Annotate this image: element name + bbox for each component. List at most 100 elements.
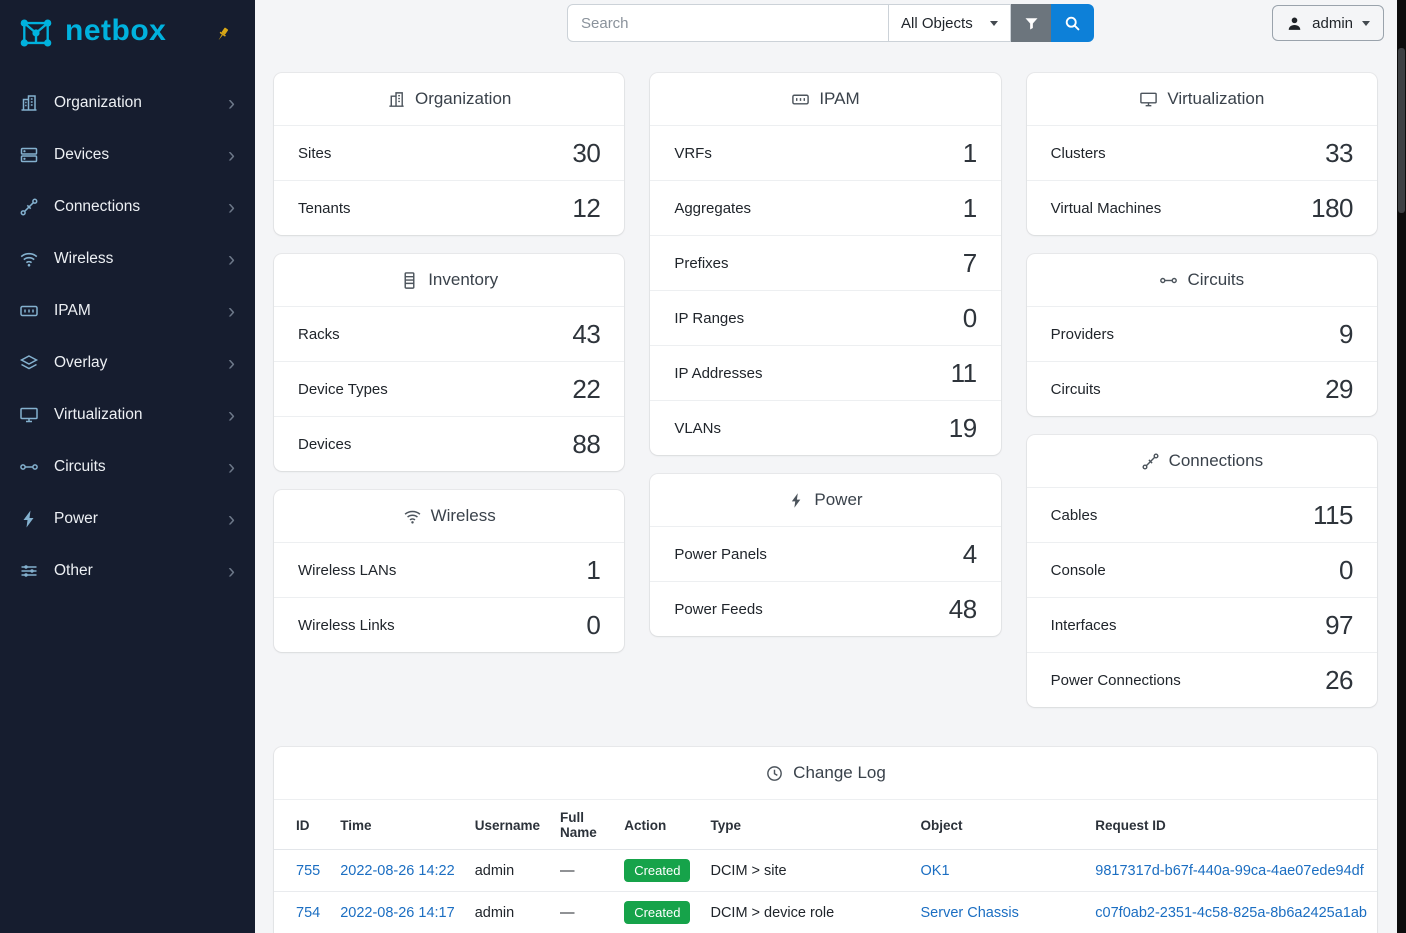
chevron-right-icon: ›: [228, 403, 235, 427]
sliders-icon: [18, 560, 40, 582]
stat-row-prefixes[interactable]: Prefixes 7: [650, 235, 1001, 290]
sidebar-item-organization[interactable]: Organization ›: [0, 77, 255, 129]
card-title-text: Circuits: [1187, 270, 1245, 289]
stat-label: Sites: [298, 144, 332, 162]
stat-row-devices[interactable]: Devices 88: [274, 416, 625, 471]
stat-row-ip-ranges[interactable]: IP Ranges 0: [650, 290, 1001, 345]
funnel-icon: [1025, 17, 1037, 29]
column-header-object: Object: [910, 799, 1086, 850]
transit-icon: [18, 456, 40, 478]
stat-label: Providers: [1050, 325, 1115, 343]
card-wireless: Wireless Wireless LANs 1 Wireless Links …: [274, 490, 625, 652]
change-object-link[interactable]: OK1: [920, 862, 950, 879]
sidebar-item-other[interactable]: Other ›: [0, 545, 255, 597]
stat-row-racks[interactable]: Racks 43: [274, 306, 625, 361]
column-header-action: Action: [614, 799, 701, 850]
page-scrollbar[interactable]: [1397, 0, 1406, 933]
change-request-id-link[interactable]: 9817317d-b67f-440a-99ca-4ae07ede94df: [1095, 862, 1364, 879]
chevron-right-icon: ›: [228, 455, 235, 479]
sidebar-item-wireless[interactable]: Wireless ›: [0, 233, 255, 285]
stat-value: 26: [1325, 665, 1353, 695]
stat-label: IP Addresses: [674, 364, 763, 382]
stat-value: 1: [962, 193, 977, 223]
stat-row-ip-addresses[interactable]: IP Addresses 11: [650, 345, 1001, 400]
search-input[interactable]: [567, 4, 889, 42]
card-ipam-title: IPAM: [650, 73, 1000, 125]
card-virtualization: Virtualization Clusters 33 Virtual Machi…: [1026, 73, 1377, 235]
search-button[interactable]: [1051, 4, 1094, 42]
stat-value: 180: [1311, 193, 1353, 223]
stat-row-vlans[interactable]: VLANs 19: [650, 400, 1001, 455]
change-log-table: ID Time Username Full Name Action Type O…: [274, 799, 1377, 933]
stat-value: 88: [572, 429, 601, 459]
sidebar-item-label: IPAM: [54, 302, 91, 319]
change-object-link[interactable]: Server Chassis: [920, 904, 1019, 921]
stat-row-cables[interactable]: Cables 115: [1026, 487, 1377, 542]
stat-row-power-panels[interactable]: Power Panels 4: [650, 526, 1001, 581]
card-virtualization-title: Virtualization: [1027, 73, 1377, 125]
netbox-logo[interactable]: netbox: [16, 15, 166, 51]
sidebar-item-devices[interactable]: Devices ›: [0, 129, 255, 181]
stat-row-wireless-links[interactable]: Wireless Links 0: [274, 597, 625, 652]
change-username: admin: [464, 891, 550, 933]
card-title-text: Organization: [414, 89, 512, 108]
filter-button[interactable]: [1011, 4, 1051, 42]
stat-row-interfaces[interactable]: Interfaces 97: [1026, 597, 1377, 652]
stat-value: 22: [572, 374, 601, 404]
stat-value: 11: [950, 358, 978, 388]
rack-icon: [400, 271, 419, 290]
scrollbar-thumb[interactable]: [1398, 48, 1405, 213]
sidebar-item-ipam[interactable]: IPAM ›: [0, 285, 255, 337]
stat-row-tenants[interactable]: Tenants 12: [274, 180, 625, 235]
card-organization: Organization Sites 30 Tenants 12: [274, 73, 625, 235]
change-time-link[interactable]: 2022-08-26 14:22: [340, 862, 455, 879]
card-organization-title: Organization: [274, 73, 624, 125]
stat-row-device-types[interactable]: Device Types 22: [274, 361, 625, 416]
chevron-right-icon: ›: [228, 351, 235, 375]
wifi-icon: [403, 507, 422, 526]
sidebar-item-circuits[interactable]: Circuits ›: [0, 441, 255, 493]
stat-row-console[interactable]: Console 0: [1026, 542, 1377, 597]
change-time-link[interactable]: 2022-08-26 14:17: [340, 904, 455, 921]
object-type-selected: All Objects: [901, 14, 973, 32]
stat-row-vrfs[interactable]: VRFs 1: [650, 125, 1001, 180]
stat-row-power-feeds[interactable]: Power Feeds 48: [650, 581, 1001, 636]
pin-sidebar-button[interactable]: [214, 26, 231, 43]
card-title-text: Power: [814, 490, 863, 509]
change-id-link[interactable]: 754: [296, 904, 321, 921]
stat-label: Power Connections: [1050, 671, 1181, 689]
column-header-full-name: Full Name: [550, 799, 615, 850]
change-request-id-link[interactable]: c07f0ab2-2351-4c58-825a-8b6a2425a1ab: [1095, 904, 1367, 921]
counter-icon: [791, 90, 810, 109]
sidebar-item-power[interactable]: Power ›: [0, 493, 255, 545]
card-power: Power Power Panels 4 Power Feeds 48: [650, 474, 1001, 636]
chevron-right-icon: ›: [228, 91, 235, 115]
stat-value: 4: [962, 539, 977, 569]
stat-row-clusters[interactable]: Clusters 33: [1026, 125, 1377, 180]
user-menu-button[interactable]: admin: [1272, 5, 1384, 41]
stat-value: 0: [962, 303, 977, 333]
monitor-icon: [1139, 90, 1158, 109]
stat-row-aggregates[interactable]: Aggregates 1: [650, 180, 1001, 235]
netbox-logo-mark: [20, 19, 52, 47]
stat-value: 19: [948, 413, 977, 443]
sidebar-item-virtualization[interactable]: Virtualization ›: [0, 389, 255, 441]
stat-row-virtual-machines[interactable]: Virtual Machines 180: [1026, 180, 1377, 235]
stat-row-providers[interactable]: Providers 9: [1026, 306, 1377, 361]
stat-value: 0: [586, 610, 601, 640]
change-log-row: 754 2022-08-26 14:17 admin — Created DCI…: [274, 891, 1377, 933]
stat-value: 30: [572, 138, 601, 168]
sidebar-item-connections[interactable]: Connections ›: [0, 181, 255, 233]
sidebar-item-label: Devices: [54, 146, 110, 163]
change-id-link[interactable]: 755: [296, 862, 321, 879]
stat-row-circuits[interactable]: Circuits 29: [1026, 361, 1377, 416]
card-title-text: Inventory: [428, 270, 499, 289]
stat-row-wireless-lans[interactable]: Wireless LANs 1: [274, 542, 625, 597]
object-type-select[interactable]: All Objects: [889, 4, 1011, 42]
stat-row-power-connections[interactable]: Power Connections 26: [1026, 652, 1377, 707]
sidebar-item-overlay[interactable]: Overlay ›: [0, 337, 255, 389]
stat-row-sites[interactable]: Sites 30: [274, 125, 625, 180]
cable-icon: [1141, 452, 1160, 471]
netbox-logo-text: netbox: [65, 14, 167, 47]
sidebar-header: netbox: [0, 0, 255, 63]
